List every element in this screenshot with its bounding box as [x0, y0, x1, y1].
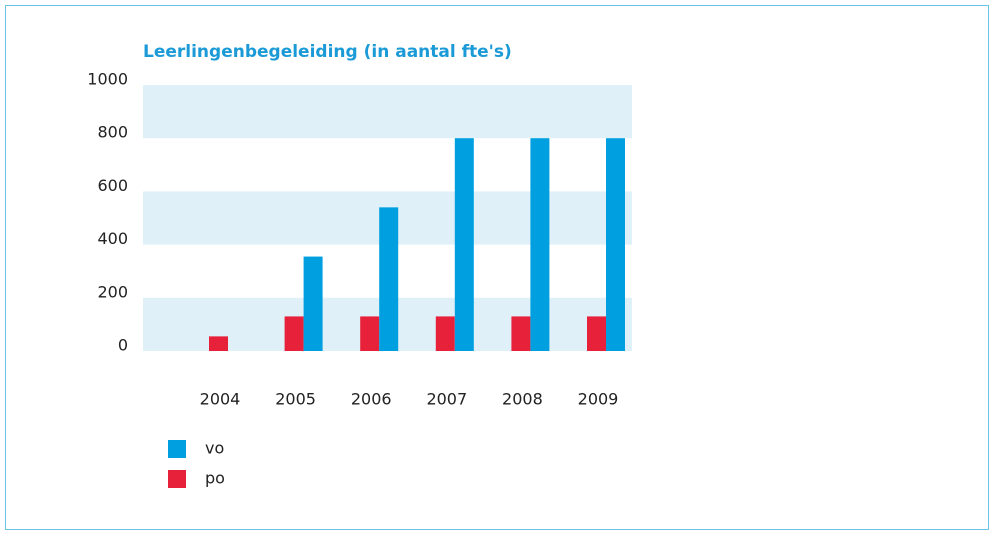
bar [435, 316, 455, 351]
bar [606, 138, 625, 351]
legend-label: vo [205, 439, 224, 458]
y-tick-label: 200 [97, 282, 128, 301]
y-tick-label: 1000 [87, 70, 128, 89]
bar [379, 207, 399, 351]
x-tick-label: 2007 [426, 390, 467, 409]
legend-swatch [168, 440, 186, 458]
x-tick-label: 2009 [578, 390, 619, 409]
grid-band [143, 85, 632, 139]
bar [284, 316, 304, 351]
bar [360, 316, 380, 351]
y-tick-label: 800 [97, 123, 128, 142]
frame [5, 5, 989, 530]
bar [587, 316, 606, 351]
x-tick-label: 2008 [502, 390, 543, 409]
bar [303, 256, 323, 351]
legend-label: po [205, 469, 225, 488]
chart-title: Leerlingenbegeleiding (in aantal fte's) [143, 42, 512, 62]
bar [530, 138, 550, 351]
y-tick-label: 400 [97, 229, 128, 248]
x-tick-label: 2006 [351, 390, 392, 409]
bar [209, 336, 228, 351]
x-tick-label: 2004 [200, 390, 241, 409]
y-tick-label: 0 [118, 336, 128, 355]
bar [454, 138, 474, 351]
x-tick-label: 2005 [275, 390, 316, 409]
bar [511, 316, 531, 351]
legend-swatch [168, 470, 186, 488]
y-tick-label: 600 [97, 176, 128, 195]
